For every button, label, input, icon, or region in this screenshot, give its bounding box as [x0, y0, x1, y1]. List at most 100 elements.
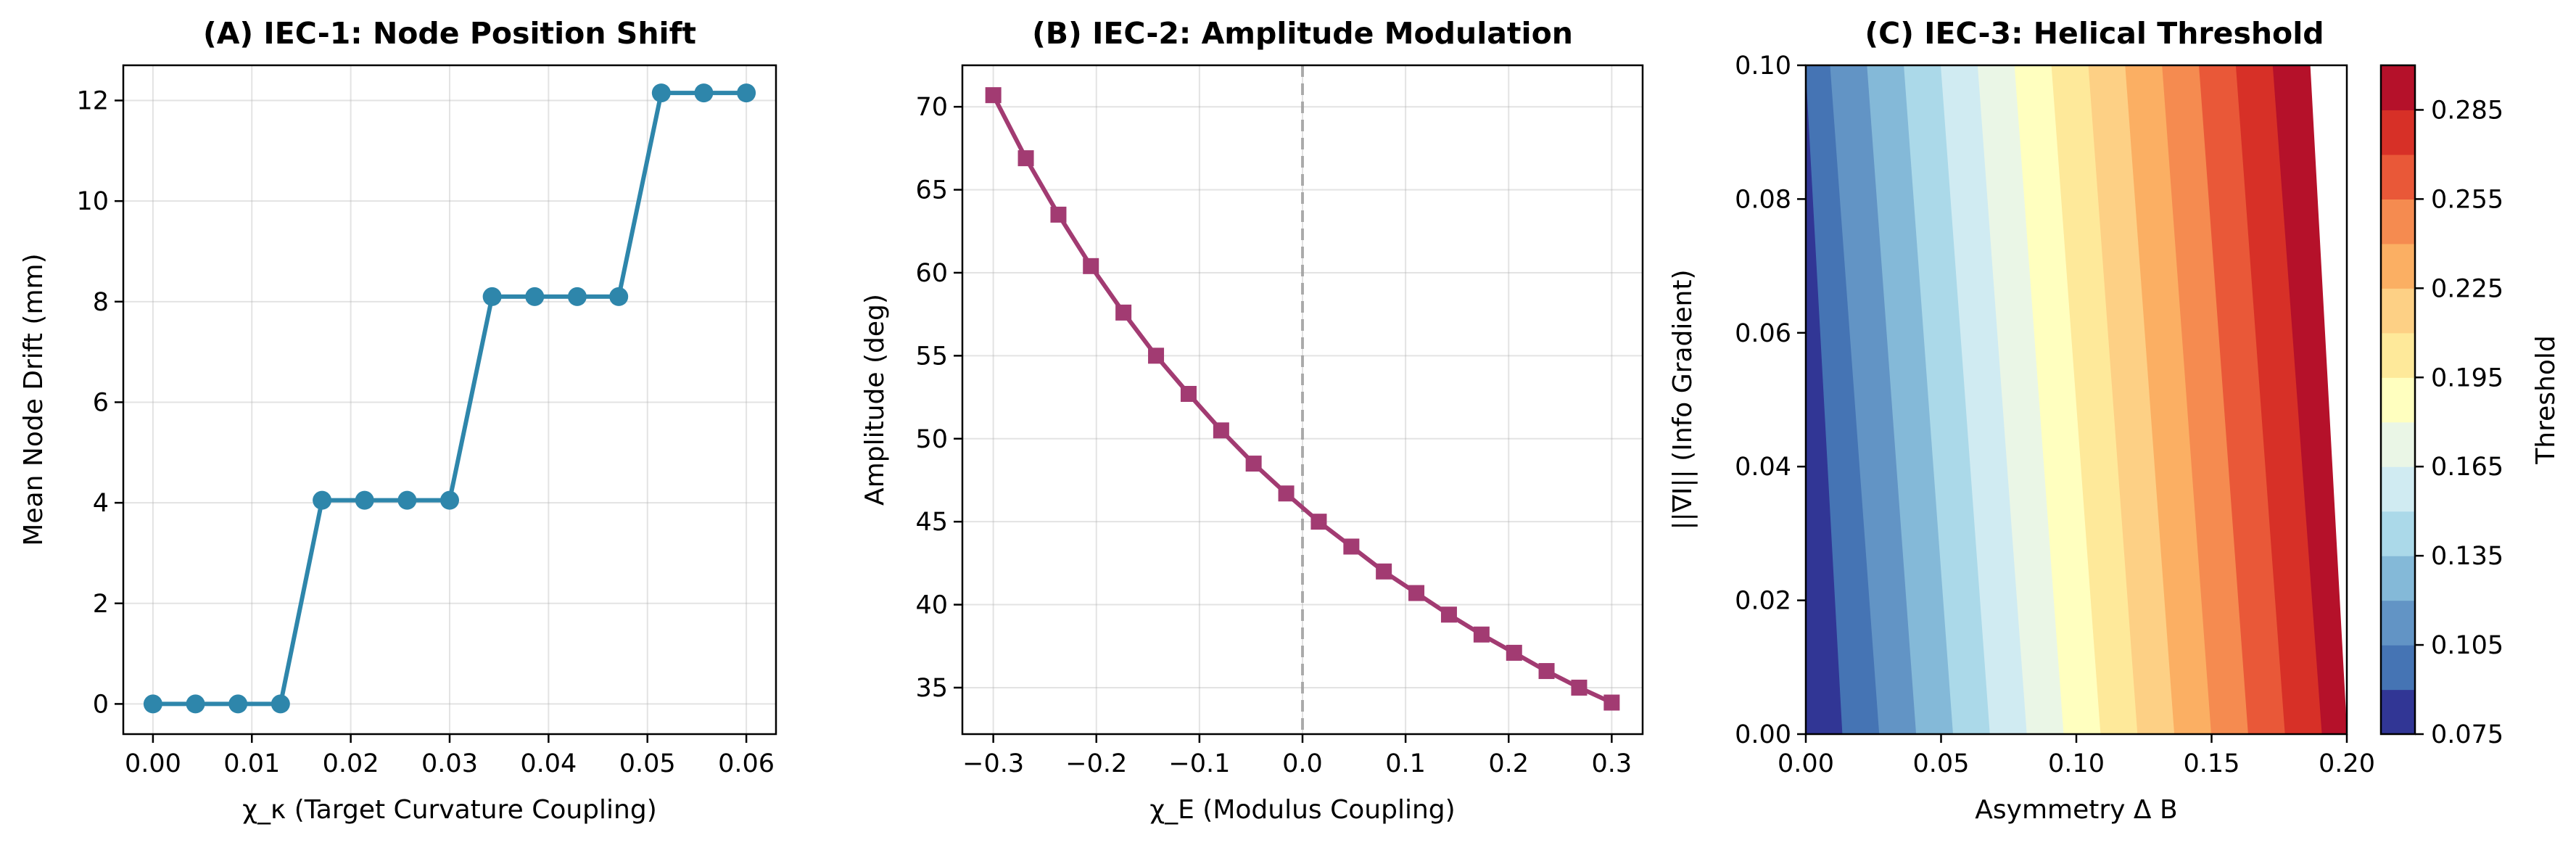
panel-c-title: (C) IEC-3: Helical Threshold [1865, 16, 2324, 51]
panel-c-ytick-label: 0.06 [1735, 319, 1791, 348]
panel-a-frame [122, 64, 777, 736]
panel-a-point [737, 83, 756, 103]
panel-b-point [1506, 644, 1522, 661]
colorbar-ticks: 0.075 0.105 0.135 0.165 0.195 0.225 0.255 0.285 [2415, 96, 2503, 749]
panel-b-point [1148, 347, 1165, 364]
colorbar-segment [2381, 243, 2415, 289]
panel-c: (C) IEC-3: Helical Threshold 0.00 0.05 0.1… [1668, 16, 2561, 825]
colorbar-segment [2381, 600, 2415, 646]
panel-b: (B) IEC-2: Amplitude Modulation −0.3 −0.2… [860, 16, 1644, 825]
panel-a-xtick-label: 0.04 [520, 749, 577, 778]
panel-b-point [1083, 258, 1099, 274]
panel-b-ytick-label: 45 [915, 508, 948, 537]
colorbar-segment [2381, 332, 2415, 378]
panel-b-ticks: −0.3 −0.2 −0.1 0.0 0.1 0.2 0.3 35 40 45 50 55 60 65 70 [915, 93, 1632, 778]
panel-c-xtick-label: 0.00 [1778, 749, 1834, 778]
panel-a-ytick-label: 2 [93, 590, 109, 619]
panel-b-frame [961, 64, 1644, 736]
panel-a-ytick-label: 8 [93, 288, 109, 317]
panel-a-ytick-label: 4 [93, 489, 109, 518]
panel-c-frame [1804, 64, 2348, 736]
colorbar-segment [2381, 466, 2415, 512]
panel-b-point [1571, 679, 1588, 696]
panel-b-ytick-label: 60 [915, 259, 948, 288]
panel-b-point [1017, 150, 1034, 167]
panel-c-ytick-label: 0.08 [1735, 185, 1791, 214]
panel-c-ticks: 0.00 0.05 0.10 0.15 0.20 0.00 0.02 0.04 0.06 0.08… [1735, 52, 2375, 778]
panel-a-point [651, 83, 671, 103]
panel-a: (A) IEC-1: Node Position Shift 0.00 0.01 0… [19, 16, 777, 825]
panel-a-xtick-label: 0.06 [718, 749, 775, 778]
panel-a-ytick-label: 10 [76, 187, 109, 216]
panel-b-xtick-label: −0.1 [1168, 749, 1230, 778]
panel-b-xlabel: χ_E (Modulus Coupling) [1149, 795, 1455, 825]
colorbar-tick-label: 0.255 [2431, 185, 2503, 214]
panel-c-xtick-label: 0.10 [2048, 749, 2105, 778]
panel-a-point [525, 287, 545, 306]
panel-b-xtick-label: −0.3 [962, 749, 1024, 778]
colorbar-segment [2381, 154, 2415, 199]
panel-a-ticks: 0.00 0.01 0.02 0.03 0.04 0.05 0.06 0 2 4 6 8 10 12 [76, 87, 775, 778]
panel-a-point [143, 694, 162, 714]
panel-b-point [1115, 304, 1132, 321]
panel-b-point [1310, 514, 1327, 530]
panel-b-xtick-label: 0.1 [1385, 749, 1426, 778]
panel-b-point [1050, 206, 1067, 223]
panel-b-point [1603, 694, 1620, 711]
colorbar-label: Threshold [2531, 335, 2561, 464]
panel-b-point [1376, 563, 1392, 580]
panel-a-point [397, 490, 417, 510]
panel-b-point [1278, 485, 1295, 502]
panel-c-heatmap [1805, 65, 2348, 735]
panel-a-ytick-label: 12 [76, 87, 109, 116]
panel-a-xtick-label: 0.03 [421, 749, 478, 778]
colorbar-segment [2381, 65, 2415, 111]
panel-a-xtick-label: 0.02 [323, 749, 379, 778]
panel-c-ytick-label: 0.10 [1735, 52, 1791, 81]
colorbar-tick-label: 0.105 [2431, 631, 2503, 660]
colorbar-segment [2381, 377, 2415, 423]
colorbar-tick-label: 0.135 [2431, 542, 2503, 571]
panel-a-point [313, 490, 332, 510]
panel-a-point [609, 287, 629, 306]
panel-b-ytick-label: 50 [915, 425, 948, 454]
colorbar-tick-label: 0.225 [2431, 274, 2503, 303]
panel-b-xtick-label: 0.0 [1282, 749, 1323, 778]
panel-c-ytick-label: 0.00 [1735, 720, 1791, 749]
panel-b-point [1538, 663, 1555, 680]
colorbar-tick-label: 0.285 [2431, 96, 2503, 125]
panel-a-point [271, 694, 290, 714]
panel-c-ylabel: ||∇I|| (Info Gradient) [1668, 269, 1698, 530]
panel-a-point [694, 83, 714, 103]
panel-b-point [1245, 456, 1262, 472]
panel-a-point [440, 490, 459, 510]
panel-c-xtick-label: 0.20 [2319, 749, 2375, 778]
panel-b-xtick-label: −0.2 [1065, 749, 1127, 778]
panel-a-point [186, 694, 205, 714]
colorbar-segment [2381, 110, 2415, 155]
colorbar [2381, 65, 2415, 735]
panel-b-ytick-label: 35 [915, 674, 948, 703]
panel-b-ytick-label: 65 [915, 176, 948, 205]
panel-a-xtick-label: 0.01 [223, 749, 280, 778]
panel-b-marks [985, 65, 1620, 734]
colorbar-tick-label: 0.165 [2431, 453, 2503, 482]
panel-b-ylabel: Amplitude (deg) [860, 294, 890, 506]
panel-b-point [1213, 422, 1229, 439]
panel-b-xtick-label: 0.3 [1592, 749, 1632, 778]
panel-b-ytick-label: 70 [915, 93, 948, 122]
panel-a-xtick-label: 0.00 [125, 749, 181, 778]
panel-a-grid [123, 65, 776, 734]
colorbar-segment [2381, 645, 2415, 691]
panel-a-ytick-label: 6 [93, 388, 109, 417]
colorbar-frame [2379, 64, 2416, 736]
colorbar-segment [2381, 421, 2415, 467]
panel-a-xlabel: χ_κ (Target Curvature Coupling) [242, 795, 657, 825]
panel-b-point [985, 87, 1002, 104]
colorbar-segment [2381, 511, 2415, 556]
panel-a-point [228, 694, 248, 714]
colorbar-tick-label: 0.075 [2431, 720, 2503, 749]
panel-b-xtick-label: 0.2 [1488, 749, 1529, 778]
panel-c-ytick-label: 0.04 [1735, 453, 1791, 482]
